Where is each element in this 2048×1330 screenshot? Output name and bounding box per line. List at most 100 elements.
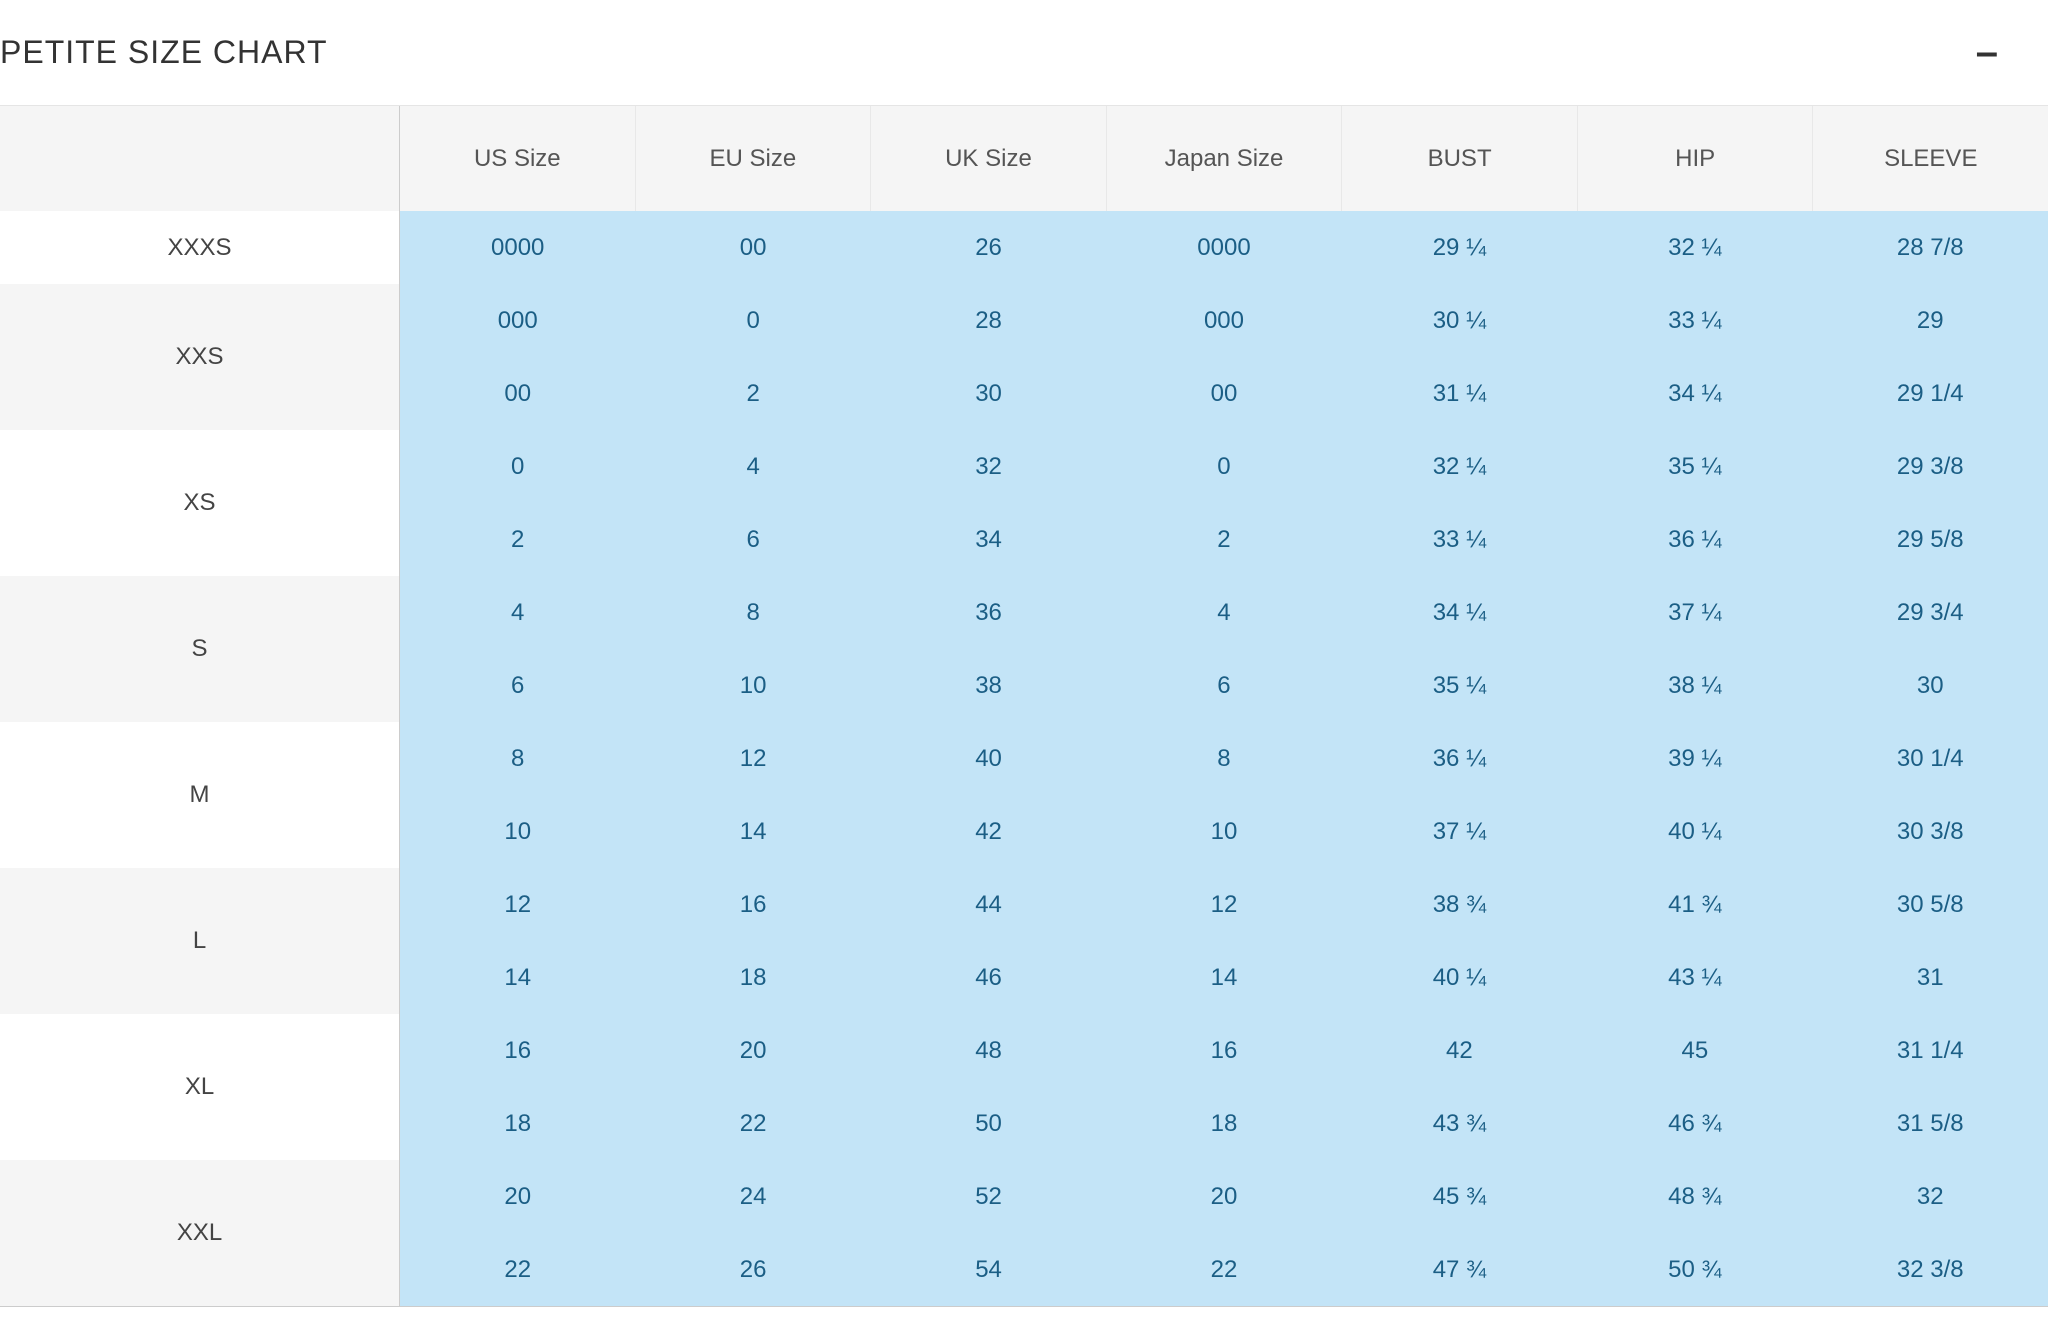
table-cell: 24 xyxy=(635,1160,870,1233)
table-cell: 29 1/4 xyxy=(1813,357,2048,430)
table-cell: 38 ¾ xyxy=(1342,868,1577,941)
table-cell: 33 ¼ xyxy=(1342,503,1577,576)
size-label: XS xyxy=(0,430,399,576)
table-cell: 37 ¼ xyxy=(1577,576,1812,649)
table-row: 0432032 ¼35 ¼29 3/8 xyxy=(400,430,2048,503)
table-cell: 20 xyxy=(400,1160,635,1233)
table-cell: 22 xyxy=(635,1087,870,1160)
table-cell: 38 xyxy=(871,649,1106,722)
table-row: 61038635 ¼38 ¼30 xyxy=(400,649,2048,722)
column-header: BUST xyxy=(1341,106,1577,211)
table-cell: 0 xyxy=(400,430,635,503)
table-cell: 6 xyxy=(1106,649,1341,722)
column-header: SLEEVE xyxy=(1812,106,2048,211)
table-row: 002300031 ¼34 ¼29 1/4 xyxy=(400,357,2048,430)
table-cell: 45 ¾ xyxy=(1342,1160,1577,1233)
table-cell: 14 xyxy=(635,795,870,868)
table-cell: 45 xyxy=(1577,1014,1812,1087)
table-row: 00002800030 ¼33 ¼29 xyxy=(400,284,2048,357)
table-cell: 50 ¾ xyxy=(1577,1233,1812,1306)
table-cell: 43 ¼ xyxy=(1577,941,1812,1014)
table-cell: 32 xyxy=(871,430,1106,503)
size-label: XL xyxy=(0,1014,399,1160)
table-row: 00000026000029 ¼32 ¼28 7/8 xyxy=(400,211,2048,284)
table-cell: 37 ¼ xyxy=(1342,795,1577,868)
table-cell: 0 xyxy=(1106,430,1341,503)
table-cell: 8 xyxy=(635,576,870,649)
table-cell: 20 xyxy=(635,1014,870,1087)
table-cell: 20 xyxy=(1106,1160,1341,1233)
table-cell: 54 xyxy=(871,1233,1106,1306)
table-cell: 34 xyxy=(871,503,1106,576)
table-cell: 29 5/8 xyxy=(1813,503,2048,576)
table-cell: 30 3/8 xyxy=(1813,795,2048,868)
table-cell: 39 ¼ xyxy=(1577,722,1812,795)
table-cell: 30 1/4 xyxy=(1813,722,2048,795)
table-cell: 32 ¼ xyxy=(1577,211,1812,284)
table-cell: 32 xyxy=(1813,1160,2048,1233)
table-cell: 40 ¼ xyxy=(1577,795,1812,868)
size-label: M xyxy=(0,722,399,868)
table-cell: 46 ¾ xyxy=(1577,1087,1812,1160)
table-cell: 29 3/4 xyxy=(1813,576,2048,649)
table-cell: 12 xyxy=(635,722,870,795)
table-cell: 41 ¾ xyxy=(1577,868,1812,941)
table-cell: 6 xyxy=(400,649,635,722)
table-cell: 8 xyxy=(400,722,635,795)
table-cell: 31 xyxy=(1813,941,2048,1014)
table-row: 1418461440 ¼43 ¼31 xyxy=(400,941,2048,1014)
column-header: HIP xyxy=(1577,106,1813,211)
table-row: 2024522045 ¾48 ¾32 xyxy=(400,1160,2048,1233)
table-cell: 000 xyxy=(1106,284,1341,357)
table-row: 4836434 ¼37 ¼29 3/4 xyxy=(400,576,2048,649)
table-cell: 10 xyxy=(1106,795,1341,868)
table-cell: 28 7/8 xyxy=(1813,211,2048,284)
table-cell: 16 xyxy=(1106,1014,1341,1087)
table-cell: 14 xyxy=(1106,941,1341,1014)
table-cell: 47 ¾ xyxy=(1342,1233,1577,1306)
table-cell: 6 xyxy=(635,503,870,576)
table-cell: 18 xyxy=(400,1087,635,1160)
table-row: 2226542247 ¾50 ¾32 3/8 xyxy=(400,1233,2048,1306)
data-area: US SizeEU SizeUK SizeJapan SizeBUSTHIPSL… xyxy=(400,106,2048,1306)
table-cell: 22 xyxy=(400,1233,635,1306)
table-cell: 42 xyxy=(871,795,1106,868)
table-cell: 32 ¼ xyxy=(1342,430,1577,503)
table-cell: 30 5/8 xyxy=(1813,868,2048,941)
table-cell: 31 ¼ xyxy=(1342,357,1577,430)
column-header: EU Size xyxy=(635,106,871,211)
size-label: XXL xyxy=(0,1160,399,1306)
size-chart-table: XXXSXXSXSSMLXLXXL US SizeEU SizeUK SizeJ… xyxy=(0,106,2048,1307)
chart-header: PETITE SIZE CHART – xyxy=(0,0,2048,106)
table-cell: 16 xyxy=(635,868,870,941)
table-cell: 00 xyxy=(635,211,870,284)
table-cell: 12 xyxy=(1106,868,1341,941)
table-cell: 00 xyxy=(400,357,635,430)
table-cell: 4 xyxy=(1106,576,1341,649)
table-cell: 34 ¼ xyxy=(1577,357,1812,430)
table-cell: 2 xyxy=(1106,503,1341,576)
table-cell: 16 xyxy=(400,1014,635,1087)
table-cell: 44 xyxy=(871,868,1106,941)
table-cell: 50 xyxy=(871,1087,1106,1160)
table-cell: 40 xyxy=(871,722,1106,795)
column-header: US Size xyxy=(400,106,635,211)
table-cell: 4 xyxy=(635,430,870,503)
table-cell: 31 1/4 xyxy=(1813,1014,2048,1087)
table-cell: 34 ¼ xyxy=(1342,576,1577,649)
table-cell: 30 xyxy=(871,357,1106,430)
table-row: 1822501843 ¾46 ¾31 5/8 xyxy=(400,1087,2048,1160)
table-cell: 48 xyxy=(871,1014,1106,1087)
table-cell: 000 xyxy=(400,284,635,357)
table-cell: 40 ¼ xyxy=(1342,941,1577,1014)
table-cell: 35 ¼ xyxy=(1577,430,1812,503)
table-cell: 10 xyxy=(635,649,870,722)
table-cell: 38 ¼ xyxy=(1577,649,1812,722)
table-cell: 48 ¾ xyxy=(1577,1160,1812,1233)
collapse-button[interactable]: – xyxy=(1976,30,2028,75)
label-column-header xyxy=(0,106,399,211)
table-cell: 42 xyxy=(1342,1014,1577,1087)
table-cell: 35 ¼ xyxy=(1342,649,1577,722)
table-cell: 14 xyxy=(400,941,635,1014)
table-row: 1216441238 ¾41 ¾30 5/8 xyxy=(400,868,2048,941)
